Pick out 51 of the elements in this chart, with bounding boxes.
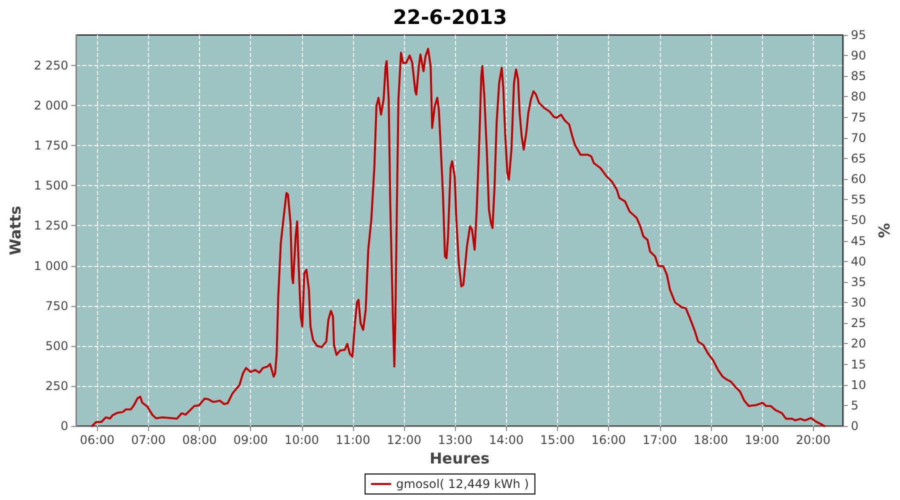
y2-tick-label: 10 [850,378,866,392]
y-tick-label: 2 250 [34,58,68,72]
y2-tick-label: 60 [850,172,866,186]
y2-tick-label: 30 [850,296,866,310]
x-tick-label: 12:00 [386,433,422,447]
y-axis-title: Watts [6,206,24,256]
x-tick-label: 10:00 [284,433,320,447]
x-tick-label: 15:00 [540,433,575,447]
x-tick-label: 20:00 [796,433,830,447]
y2-tick-label: 5 [850,398,858,412]
x-tick-label: 17:00 [642,433,678,447]
y2-tick-label: 75 [850,110,866,124]
x-tick-label: 13:00 [438,433,472,447]
y2-tick-label: 0 [850,419,858,433]
x-tick-label: 11:00 [336,433,370,447]
y2-tick-label: 90 [850,48,866,63]
y-tick-label: 500 [45,338,68,353]
y-tick-label: 1 750 [34,138,68,153]
y-tick-label: 1 000 [34,258,68,273]
y2-tick-label: 85 [850,69,866,84]
y2-tick-label: 95 [850,28,866,42]
line-series [91,48,826,427]
x-tick-label: 18:00 [694,433,728,447]
x-tick-label: 07:00 [131,433,166,447]
y-tick-label: 250 [45,378,68,393]
y2-tick-label: 65 [850,151,866,166]
y-tick-label: 1 500 [34,178,68,193]
y2-tick-label: 70 [850,130,866,145]
y2-axis-title: % [876,222,894,238]
x-tick-label: 08:00 [182,433,217,447]
x-tick-label: 16:00 [591,433,626,447]
x-tick-label: 14:00 [489,433,524,447]
y2-tick-label: 40 [850,254,866,268]
y2-tick-label: 80 [850,90,866,104]
x-tick-label: 09:00 [233,433,268,447]
y2-tick-label: 45 [850,234,866,248]
y-tick-label: 1 250 [34,218,68,233]
y2-tick-label: 15 [850,357,866,372]
y-tick-label: 750 [45,298,68,313]
y2-tick-label: 20 [850,336,866,351]
y2-tick-label: 55 [850,192,866,207]
x-tick-label: 06:00 [80,433,115,447]
x-axis-title: Heures [430,449,490,468]
y-tick-label: 0 [60,419,68,433]
y2-tick-label: 50 [850,213,866,228]
legend-label: gmosol( 12,449 kWh ) [396,477,529,491]
chart-title: 22-6-2013 [392,5,508,29]
y2-tick-label: 35 [850,274,866,289]
y2-tick-label: 25 [850,316,866,330]
x-tick-label: 19:00 [744,433,780,447]
y-tick-label: 2 000 [34,98,68,113]
